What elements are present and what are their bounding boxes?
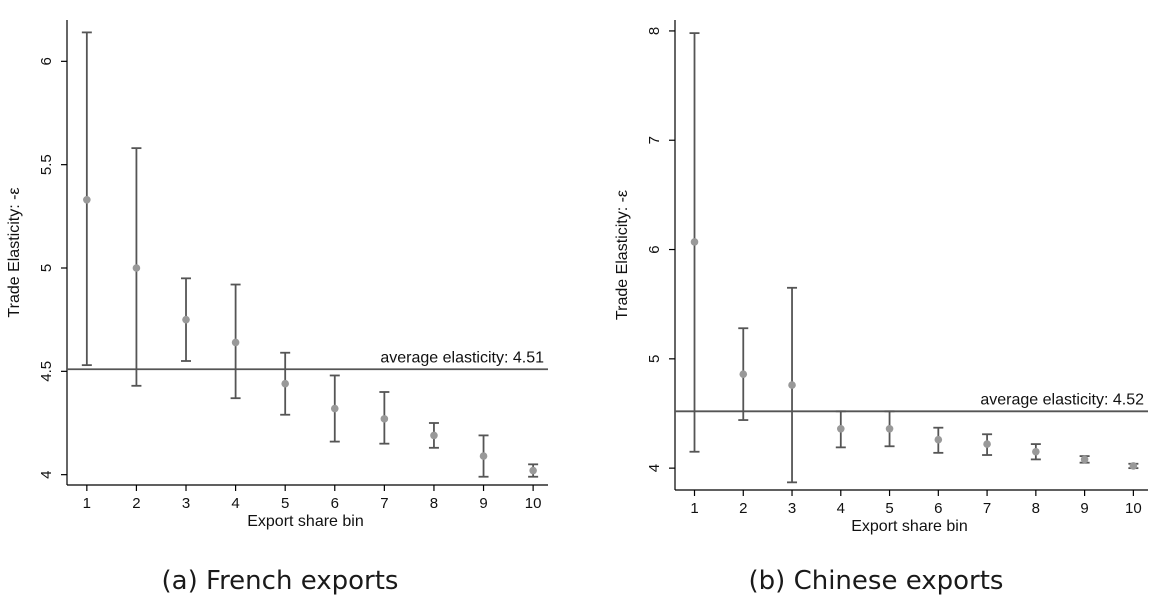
chinese-y-tick-label: 5 [646, 355, 663, 363]
chinese-average-label: average elasticity: 4.52 [980, 391, 1144, 408]
chart-chinese-exports: 4 5 6 7 8 1 2 3 4 5 6 7 8 9 10 Export share bin Trade El… [614, 20, 1148, 535]
chinese-data-point [1080, 455, 1089, 464]
chinese-data-point [885, 424, 894, 433]
chinese-data-point [934, 435, 943, 444]
chinese-x-tick-label: 7 [983, 500, 991, 517]
french-data-point [529, 466, 537, 475]
french-data-point [281, 379, 289, 388]
french-x-tick-label: 4 [231, 495, 239, 512]
chinese-x-tick-label: 1 [690, 500, 698, 517]
french-average-label: average elasticity: 4.51 [380, 349, 544, 366]
chinese-data-point [739, 370, 748, 378]
chinese-y-tick-label: 7 [646, 136, 663, 144]
french-x-tick-label: 3 [182, 495, 190, 512]
french-x-tick-label: 2 [132, 495, 140, 512]
chinese-x-tick-label: 3 [788, 500, 796, 517]
chinese-data-point [1129, 462, 1138, 470]
french-data-point [132, 264, 141, 272]
french-x-tick-label: 10 [525, 495, 542, 512]
french-x-tick-label: 5 [281, 495, 289, 512]
caption-french-exports: (a) French exports [161, 566, 399, 596]
panel-chinese-exports: 4 5 6 7 8 1 2 3 4 5 6 7 8 9 10 Export share bin Trade El… [600, 0, 1152, 614]
french-data-point [380, 415, 389, 423]
chinese-y-tick-label: 8 [646, 27, 663, 35]
french-y-axis-label: Trade Elasticity: -ε [6, 187, 23, 317]
chinese-data-point [836, 424, 845, 433]
french-y-tick-label: 6 [38, 57, 55, 65]
chinese-x-axis-label: Export share bin [851, 518, 968, 535]
french-y-tick-label: 4 [38, 470, 55, 478]
french-y-tick-label: 4.5 [38, 361, 55, 382]
chinese-x-tick-label: 9 [1080, 500, 1088, 517]
french-data-point [231, 338, 240, 347]
french-x-tick-label: 9 [479, 495, 487, 512]
french-y-tick-label: 5.5 [38, 154, 55, 175]
chinese-data-point [1032, 447, 1040, 456]
french-x-tick-label: 1 [83, 495, 91, 512]
chinese-x-tick-label: 4 [837, 500, 845, 517]
chinese-y-tick-label: 6 [646, 245, 663, 253]
french-data-point [479, 452, 488, 460]
french-x-tick-label: 6 [331, 495, 339, 512]
chinese-x-tick-label: 6 [934, 500, 942, 517]
french-data-point [430, 431, 438, 440]
french-x-tick-label: 7 [380, 495, 388, 512]
chinese-y-axis-label: Trade Elasticity: -ε [614, 190, 631, 320]
french-y-tick-label: 5 [38, 264, 55, 272]
chinese-x-tick-label: 2 [739, 500, 747, 517]
french-data-point [83, 196, 91, 204]
chinese-y-tick-label: 4 [646, 464, 663, 472]
french-data-point [182, 315, 190, 324]
chinese-x-tick-label: 8 [1032, 500, 1040, 517]
french-x-tick-label: 8 [430, 495, 438, 512]
chinese-x-tick-label: 5 [885, 500, 893, 517]
chinese-data-point [788, 381, 796, 389]
chart-french-exports: 4 4.5 5 5.5 6 1 2 3 4 5 6 7 8 9 10 Export share bin Trad… [6, 20, 548, 530]
panel-french-exports: 4 4.5 5 5.5 6 1 2 3 4 5 6 7 8 9 10 Export share bin Trad… [0, 0, 560, 614]
french-data-point [330, 404, 339, 413]
chinese-data-point [690, 238, 699, 246]
french-x-axis-label: Export share bin [247, 513, 364, 530]
caption-chinese-exports: (b) Chinese exports [748, 566, 1004, 596]
chinese-data-point [983, 440, 991, 448]
chinese-x-tick-label: 10 [1125, 500, 1142, 517]
